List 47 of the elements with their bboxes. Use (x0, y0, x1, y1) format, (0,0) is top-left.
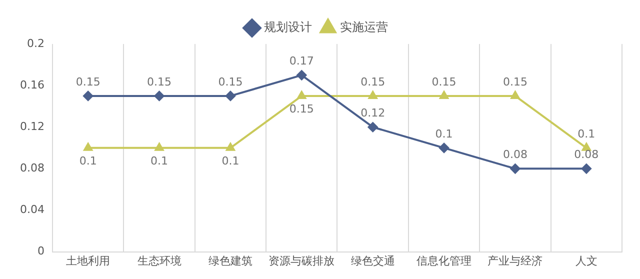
point (368, 122, 378, 132)
data-label: 0.1 (222, 154, 240, 168)
data-label: 0.08 (574, 148, 599, 162)
data-label: 0.1 (150, 154, 168, 168)
y-tick-label: 0.12 (20, 120, 44, 133)
data-label: 0.1 (578, 127, 596, 140)
y-tick-label: 0 (37, 244, 44, 258)
point (439, 142, 450, 153)
data-label: 0.15 (289, 102, 314, 116)
y-tick-label: 0.08 (20, 162, 44, 175)
data-label: 0.15 (360, 75, 386, 88)
data-label: 0.1 (79, 154, 97, 168)
data-label: 0.15 (76, 75, 100, 88)
point (581, 164, 592, 174)
legend-label: 规划设计 (264, 20, 312, 34)
y-tick-label: 0.04 (20, 203, 44, 216)
legend-label: 实施运营 (340, 20, 388, 34)
y-tick-label: 0.2 (26, 36, 44, 50)
point (510, 164, 520, 174)
y-tick-label: 0.16 (20, 78, 44, 92)
point (440, 90, 448, 99)
x-tick-label: 土地利用 (66, 254, 110, 268)
x-tick-label: 绿色交通 (350, 254, 395, 268)
data-label: 0.15 (502, 75, 528, 88)
x-tick-label: 资源与碳排放 (268, 254, 335, 268)
x-tick-label: 信息化管理 (416, 254, 472, 268)
data-label: 0.15 (218, 75, 243, 88)
data-label: 0.15 (147, 75, 172, 88)
point (510, 90, 520, 99)
x-tick-label: 产业与经济 (488, 254, 543, 268)
point (226, 142, 235, 151)
x-tick-label: 绿色建筑 (208, 254, 252, 268)
point (154, 142, 164, 151)
point (296, 70, 307, 80)
point (225, 90, 236, 101)
point (84, 142, 93, 151)
point (154, 90, 164, 101)
data-label: 0.1 (435, 127, 453, 140)
data-label: 0.08 (502, 148, 528, 162)
x-tick-label: 生态环境 (137, 254, 182, 268)
point (297, 90, 306, 99)
point (368, 90, 378, 99)
point (83, 90, 94, 101)
x-tick-label: 人文 (575, 254, 598, 268)
data-label: 0.17 (289, 54, 314, 68)
data-label: 0.12 (360, 106, 386, 120)
data-label: 0.15 (432, 75, 456, 88)
